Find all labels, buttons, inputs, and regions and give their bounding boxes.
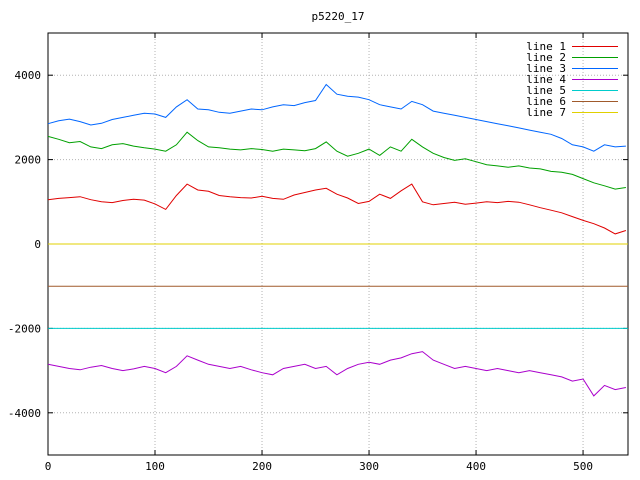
legend-item-5: line 5 [526,85,618,96]
y-tick-label: -2000 [8,322,41,335]
legend-line-sample [572,90,618,91]
series-3 [47,83,626,152]
series-2 [47,131,626,190]
series-4 [47,351,626,397]
legend-label: line 1 [526,40,566,53]
legend-line-sample [572,112,618,113]
legend-line-sample [572,68,618,69]
legend-item-3: line 3 [526,63,618,74]
legend-label: line 6 [526,95,566,108]
legend-item-6: line 6 [526,96,618,107]
x-tick-label: 400 [466,460,486,473]
legend-line-sample [572,101,618,102]
y-tick-label: 2000 [15,154,42,167]
legend-label: line 2 [526,51,566,64]
legend-label: line 7 [526,106,566,119]
legend-item-4: line 4 [526,74,618,85]
legend: line 1 line 2 line 3 line 4 line 5 line 6 line… [526,41,618,118]
legend-line-sample [572,79,618,80]
legend-label: line 5 [526,84,566,97]
legend-label: line 4 [526,73,566,86]
series-1 [47,183,627,235]
legend-item-1: line 1 [526,41,618,52]
legend-label: line 3 [526,62,566,75]
legend-item-2: line 2 [526,52,618,63]
legend-line-sample [572,57,618,58]
x-tick-label: 500 [573,460,593,473]
y-tick-label: -4000 [8,407,41,420]
x-tick-label: 100 [145,460,165,473]
y-tick-label: 0 [34,238,41,251]
chart-title: p5220_17 [311,10,365,23]
y-tick-label: 4000 [15,69,42,82]
legend-line-sample [572,46,618,47]
legend-item-7: line 7 [526,107,618,118]
x-tick-label: 300 [359,460,379,473]
x-tick-label: 0 [45,460,52,473]
x-tick-label: 200 [252,460,272,473]
